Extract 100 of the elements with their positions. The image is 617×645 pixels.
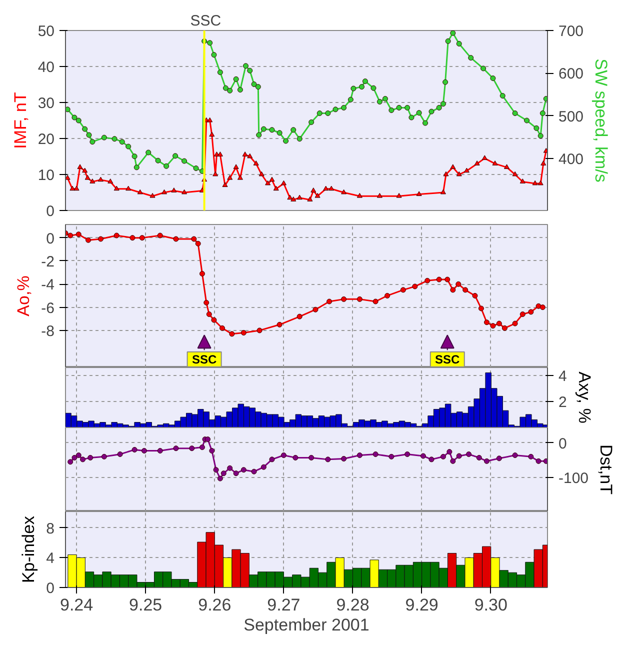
point [213,467,219,473]
y-tick-label: -6 [41,300,55,317]
point [512,452,518,458]
y-tick-label: -4 [41,276,55,294]
point [280,452,286,458]
y2-tick-label: 600 [558,66,584,83]
point [205,436,210,442]
point [543,458,548,464]
point [444,276,450,282]
point [206,311,212,317]
y-tick-label: 0 [46,230,54,248]
point [114,232,120,238]
point [404,451,410,457]
point [68,232,74,238]
point [536,303,542,309]
ref-line-label: SSC [190,12,222,30]
y-tick-label: 0 [46,580,54,597]
point [436,276,442,282]
point [466,451,472,457]
point [173,236,179,242]
y2-tick-label: 700 [558,23,584,40]
annotation: SSC [192,352,217,366]
x-tick-label: 9.26 [198,596,232,614]
y-tick-label: 10 [38,167,55,184]
point [440,454,446,460]
y-tick-label: 30 [38,95,55,112]
y-axis-title: Ao,% [14,276,34,316]
point [496,320,502,326]
point [341,456,347,462]
y2-tick-label: 0 [558,435,567,452]
y-tick-label: 40 [38,59,55,76]
x-tick-label: 9.28 [336,596,370,614]
y-tick-label: 0 [46,203,54,220]
point [76,452,82,458]
point [173,446,179,452]
y2-tick-label: 4 [558,368,567,385]
point [341,296,347,302]
point [326,298,332,304]
point [424,278,430,284]
point [157,232,163,238]
point [157,448,163,454]
point [356,452,362,458]
point [191,236,197,242]
y-axis-title: IMF, nT [10,92,30,149]
point [68,459,74,465]
point [204,300,210,306]
point [450,287,456,293]
point [372,298,378,304]
y-tick-label: 8 [46,520,54,538]
point [251,468,257,474]
point [450,458,456,464]
point [476,454,482,460]
point [195,240,201,246]
y2-axis-title: Dst,nT [596,444,616,495]
point [356,296,362,302]
point [502,325,508,331]
point [229,331,235,337]
point [400,287,406,293]
point [220,470,226,476]
point [199,444,205,450]
y-tick-label: -8 [41,322,55,340]
point [217,476,223,482]
point [428,456,434,462]
point [496,456,502,462]
point [308,454,314,460]
point [72,454,78,460]
point [80,456,86,462]
annotation: SSC [435,352,460,366]
point [256,328,262,334]
y-axis-title: Kp-index [19,515,38,584]
point [456,453,462,459]
point [88,454,94,460]
point [478,306,484,312]
point [384,292,390,298]
point [227,465,233,471]
point [420,453,426,459]
x-axis-title: September 2001 [244,616,370,634]
point [312,306,318,312]
point [456,281,462,287]
point [296,314,302,320]
y2-axis-title: Axy, % [574,372,594,424]
point [211,317,217,323]
point [446,449,452,455]
point [372,451,378,457]
point [269,456,275,462]
point [325,456,331,462]
point [240,330,246,336]
point [512,320,518,326]
point [189,446,195,452]
point [117,451,123,457]
point [240,467,246,473]
point [472,292,478,298]
point [528,454,534,460]
point [139,235,145,241]
y2-tick-label: 2 [558,394,567,411]
point [484,320,490,326]
x-tick-label: 9.29 [405,596,438,614]
point [388,454,394,460]
y-tick-label: 50 [38,23,55,40]
point [209,448,215,454]
